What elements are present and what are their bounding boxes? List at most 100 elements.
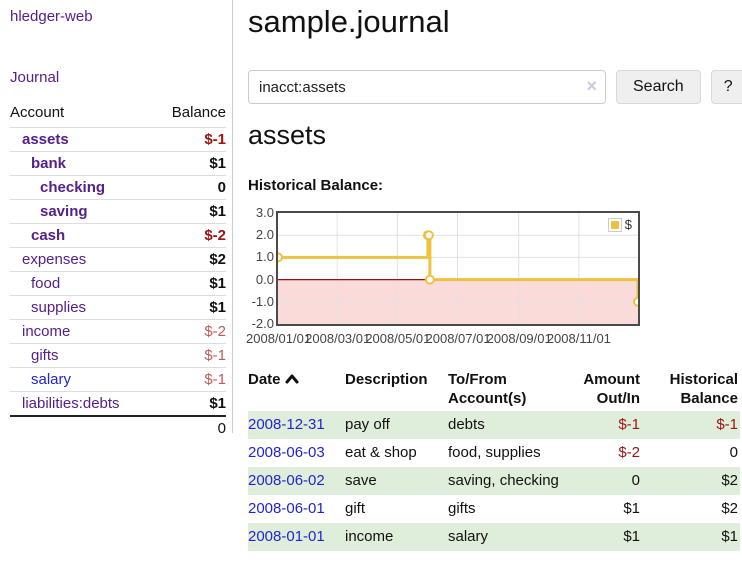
account-link[interactable]: food	[31, 275, 61, 292]
register-header-amount-out-in: Amount Out/In	[576, 367, 648, 411]
register-table: Date Description To/From Account(s) Amount …	[248, 367, 740, 551]
clear-search-icon[interactable]: ×	[586, 76, 597, 96]
chart-legend: $	[605, 216, 635, 233]
transaction-balance: $2	[721, 500, 738, 517]
transaction-row: 2008-06-02 save saving, checking 0 $2	[248, 467, 740, 495]
accounts-header-balance: Balance	[171, 104, 226, 121]
search-button[interactable]: Search	[616, 70, 701, 104]
transaction-accounts: debts	[448, 411, 576, 439]
register-header-date[interactable]: Date	[248, 367, 345, 411]
account-row: cash $-2	[10, 223, 226, 248]
brand-link[interactable]: hledger-web	[10, 8, 93, 25]
transaction-date-link[interactable]: 2008-06-03	[248, 444, 325, 461]
y-axis-tick-label: 2.0	[255, 227, 274, 243]
account-name-cell: cash	[10, 223, 155, 248]
transaction-date-link[interactable]: 2008-12-31	[248, 416, 325, 433]
account-balance-value: $-1	[204, 347, 226, 364]
account-name-cell: gifts	[10, 343, 155, 368]
account-link[interactable]: checking	[40, 179, 106, 196]
account-row: supplies $1	[10, 295, 226, 320]
account-link[interactable]: supplies	[31, 299, 87, 316]
register-header-label: Historical Balance	[669, 371, 738, 407]
register-header-label: Amount Out/In	[583, 371, 640, 407]
account-name-cell: checking	[10, 175, 155, 200]
transaction-description: save	[345, 467, 448, 495]
account-row: saving $1	[10, 199, 226, 224]
accounts-total-spacer	[10, 415, 155, 440]
transaction-balance: $-1	[648, 411, 740, 439]
transaction-date-link[interactable]: 2008-06-01	[248, 500, 325, 517]
account-row: expenses $2	[10, 247, 226, 272]
transaction-description: eat & shop	[345, 444, 417, 461]
sidebar-item-journal[interactable]: Journal	[10, 69, 60, 86]
transaction-row: 2008-06-03 eat & shop food, supplies $-2 0	[248, 439, 740, 467]
account-link[interactable]: liabilities:debts	[22, 395, 120, 412]
account-balance-cell: $-1	[154, 127, 226, 152]
app-layout: hledger-web Journal Account Balance asse…	[0, 0, 742, 551]
data-point-marker	[278, 252, 283, 263]
account-link[interactable]: assets	[22, 131, 69, 148]
account-row: gifts $-1	[10, 343, 226, 368]
account-name-cell: food	[10, 271, 155, 296]
account-link[interactable]: saving	[40, 203, 88, 220]
account-balance-cell: $-1	[154, 367, 226, 392]
sidebar: hledger-web Journal Account Balance asse…	[0, 0, 233, 551]
search-help-button[interactable]: ?	[710, 70, 742, 104]
transaction-date-cell: 2008-01-01	[248, 523, 345, 551]
account-link[interactable]: expenses	[22, 251, 87, 268]
transaction-description: gift	[345, 500, 366, 517]
transaction-row: 2008-01-01 income salary $1 $1	[248, 523, 740, 551]
transaction-date-cell: 2008-06-03	[248, 439, 345, 467]
transaction-date-link[interactable]: 2008-06-02	[248, 472, 325, 489]
x-axis-tick-label: 2008/09/01	[486, 331, 552, 346]
account-name-cell: salary	[10, 367, 155, 392]
account-balance-value: 0	[217, 179, 226, 196]
account-row: liabilities:debts $1	[10, 391, 226, 416]
register-header-historical-balance: Historical Balance	[648, 367, 740, 411]
x-axis-tick-label: 2008/03/01	[305, 331, 371, 346]
data-point-marker	[423, 230, 434, 241]
x-axis-tick-label: 2008/05/01	[365, 331, 431, 346]
chart-canvas	[278, 213, 638, 324]
account-link[interactable]: bank	[31, 155, 67, 172]
register-header-row: Date Description To/From Account(s) Amount …	[248, 367, 740, 411]
account-balance-cell: 0	[154, 175, 226, 200]
account-balance-value: $1	[209, 395, 226, 412]
data-point-marker	[633, 296, 638, 307]
account-balance-value: $2	[209, 251, 226, 268]
account-link[interactable]: gifts	[31, 347, 59, 364]
chevron-up-icon	[285, 374, 299, 384]
account-name-cell: supplies	[10, 295, 155, 320]
account-balance-cell: $1	[154, 271, 226, 296]
y-axis-tick-label: 3.0	[255, 205, 274, 220]
register-header-label: Description	[345, 371, 428, 388]
account-row: assets $-1	[10, 127, 226, 152]
account-row: income $-2	[10, 319, 226, 344]
series-swatch-icon	[608, 218, 621, 231]
account-row: bank $1	[10, 151, 226, 176]
transaction-amount: $-1	[576, 411, 648, 439]
y-axis-tick-label: -1.0	[251, 293, 274, 309]
data-point-marker	[424, 274, 435, 285]
transaction-amount: $1	[576, 523, 648, 551]
account-link[interactable]: income	[22, 323, 71, 340]
transaction-accounts: food, supplies	[448, 444, 541, 461]
main-content: sample.journal × Search ? assets Histori…	[233, 0, 742, 551]
account-balance-cell: $2	[154, 247, 226, 272]
transaction-date-cell: 2008-06-01	[248, 495, 345, 523]
account-balance-value: $-2	[204, 323, 226, 340]
x-axis-tick-label: 2008/01/01	[246, 331, 312, 346]
chart-title: Historical Balance:	[248, 177, 384, 194]
transaction-accounts: gifts	[448, 500, 476, 517]
account-link[interactable]: salary	[31, 371, 72, 388]
account-row: checking 0	[10, 175, 226, 200]
account-name-cell: expenses	[10, 247, 155, 272]
transaction-date-link[interactable]: 2008-01-01	[248, 528, 325, 545]
account-name-cell: assets	[10, 127, 155, 152]
account-name-cell: bank	[10, 151, 155, 176]
search-input[interactable]	[248, 70, 606, 104]
account-balance-value: $1	[209, 203, 226, 220]
account-link[interactable]: cash	[31, 227, 66, 244]
transaction-amount: 0	[576, 467, 648, 495]
accounts-total-row: 0	[10, 415, 226, 440]
